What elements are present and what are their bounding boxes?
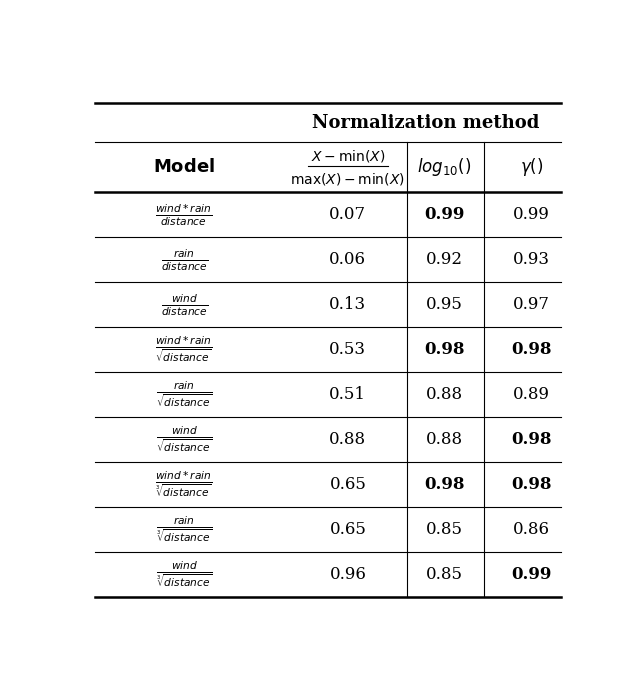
Text: 0.98: 0.98 bbox=[511, 476, 552, 493]
Text: 0.99: 0.99 bbox=[513, 206, 550, 223]
Text: 0.86: 0.86 bbox=[513, 521, 550, 538]
Text: 0.99: 0.99 bbox=[424, 206, 465, 223]
Text: 0.96: 0.96 bbox=[330, 566, 366, 583]
Text: $X-\min(X)$: $X-\min(X)$ bbox=[310, 148, 385, 164]
Text: 0.51: 0.51 bbox=[330, 387, 366, 404]
Text: 0.53: 0.53 bbox=[330, 342, 366, 359]
Text: $\frac{\mathit{rain}}{\mathit{distance}}$: $\frac{\mathit{rain}}{\mathit{distance}}… bbox=[161, 247, 208, 273]
Text: 0.85: 0.85 bbox=[426, 521, 463, 538]
Text: $\frac{\mathit{wind * rain}}{\mathit{distance}}$: $\frac{\mathit{wind * rain}}{\mathit{dis… bbox=[156, 202, 213, 227]
Text: $\frac{\mathit{wind}}{\sqrt[3]{\mathit{distance}}}$: $\frac{\mathit{wind}}{\sqrt[3]{\mathit{d… bbox=[156, 560, 212, 589]
Text: $\frac{\mathit{rain}}{\sqrt{\mathit{distance}}}$: $\frac{\mathit{rain}}{\sqrt{\mathit{dist… bbox=[156, 380, 212, 409]
Text: 0.98: 0.98 bbox=[424, 342, 465, 359]
Text: 0.07: 0.07 bbox=[329, 206, 367, 223]
Text: 0.65: 0.65 bbox=[330, 476, 366, 493]
Text: 0.06: 0.06 bbox=[330, 251, 366, 268]
Text: $\max(X)-\min(X)$: $\max(X)-\min(X)$ bbox=[291, 171, 405, 187]
Text: 0.88: 0.88 bbox=[426, 387, 463, 404]
Text: 0.88: 0.88 bbox=[426, 432, 463, 448]
Text: $\frac{\mathit{wind * rain}}{\sqrt[3]{\mathit{distance}}}$: $\frac{\mathit{wind * rain}}{\sqrt[3]{\m… bbox=[156, 471, 213, 499]
Text: 0.97: 0.97 bbox=[513, 296, 550, 313]
Text: $\frac{\mathit{rain}}{\sqrt[3]{\mathit{distance}}}$: $\frac{\mathit{rain}}{\sqrt[3]{\mathit{d… bbox=[156, 516, 212, 544]
Text: 0.98: 0.98 bbox=[511, 342, 552, 359]
Text: 0.65: 0.65 bbox=[330, 521, 366, 538]
Text: Normalization method: Normalization method bbox=[312, 113, 540, 132]
Text: 0.89: 0.89 bbox=[513, 387, 550, 404]
Text: 0.95: 0.95 bbox=[426, 296, 463, 313]
Text: $\gamma()$: $\gamma()$ bbox=[520, 156, 543, 178]
Text: $log_{10}()$: $log_{10}()$ bbox=[417, 156, 472, 178]
Text: 0.85: 0.85 bbox=[426, 566, 463, 583]
Text: $\frac{\mathit{wind * rain}}{\sqrt{\mathit{distance}}}$: $\frac{\mathit{wind * rain}}{\sqrt{\math… bbox=[156, 335, 213, 365]
Text: 0.88: 0.88 bbox=[329, 432, 367, 448]
Text: $\mathbf{Model}$: $\mathbf{Model}$ bbox=[153, 158, 215, 176]
Text: $\frac{\mathit{wind}}{\mathit{distance}}$: $\frac{\mathit{wind}}{\mathit{distance}}… bbox=[161, 292, 208, 318]
Text: 0.13: 0.13 bbox=[329, 296, 367, 313]
Text: 0.99: 0.99 bbox=[511, 566, 552, 583]
Text: 0.93: 0.93 bbox=[513, 251, 550, 268]
Text: 0.92: 0.92 bbox=[426, 251, 463, 268]
Text: 0.98: 0.98 bbox=[424, 476, 465, 493]
Text: 0.98: 0.98 bbox=[511, 432, 552, 448]
Text: $\frac{\mathit{wind}}{\sqrt{\mathit{distance}}}$: $\frac{\mathit{wind}}{\sqrt{\mathit{dist… bbox=[156, 426, 212, 454]
